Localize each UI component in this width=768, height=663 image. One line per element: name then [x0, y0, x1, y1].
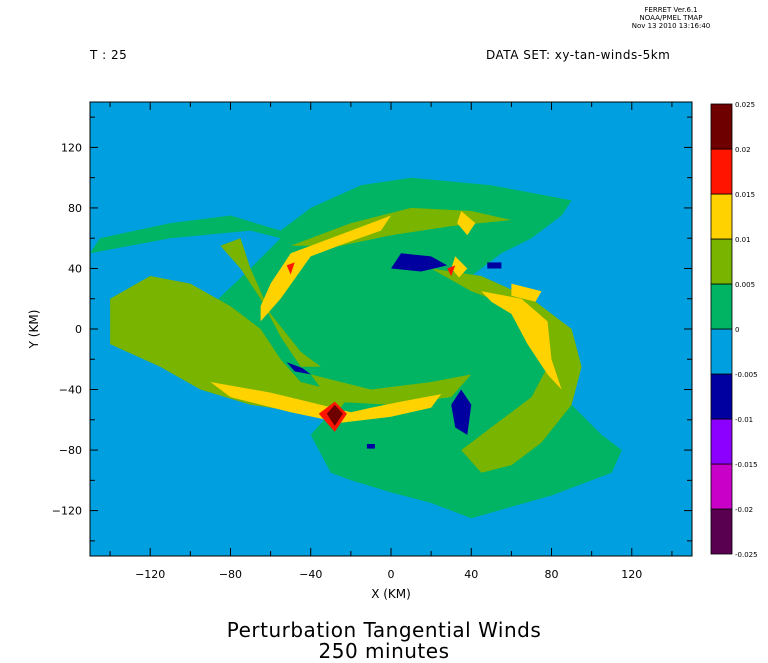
ferret-line-org: NOAA/PMEL TMAP [639, 14, 703, 22]
y-tick-label: 0 [75, 323, 82, 336]
colorbar-label: -0.025 [735, 551, 758, 559]
colorbar-swatch [710, 328, 733, 375]
y-axis-label: Y (KM) [27, 310, 41, 350]
colorbar-label: 0.025 [735, 101, 755, 109]
colorbar-swatch [710, 193, 733, 240]
chart-subtitle: 250 minutes [318, 639, 450, 663]
contour-region-9 [451, 256, 468, 278]
y-tick-label: −40 [59, 384, 82, 397]
contour-region-2 [220, 238, 321, 367]
y-tick-label: 80 [68, 202, 82, 215]
x-tick-label: −120 [135, 568, 165, 581]
contour-region-13 [286, 262, 295, 275]
contour-region-16 [391, 253, 448, 272]
x-tick-label: −40 [299, 568, 322, 581]
contour-region-10 [457, 211, 476, 236]
colorbar-label: -0.02 [735, 506, 753, 514]
x-tick-label: 40 [464, 568, 478, 581]
colorbar-label: 0 [735, 326, 739, 334]
y-tick-label: 40 [68, 262, 82, 275]
axis-labels: −120 −80 −40 0 40 80 120 −120 −80 −40 0 40 80 120 [52, 141, 643, 581]
ferret-line-version: FERRET Ver.6.1 [644, 6, 698, 14]
colorbar-label: 0.015 [735, 191, 755, 199]
contour-region-17 [451, 389, 472, 435]
ferret-stamp: FERRET Ver.6.1 NOAA/PMEL TMAP Nov 13 201… [606, 6, 736, 30]
colorbar-label: 0.01 [735, 236, 751, 244]
colorbar-label: -0.005 [735, 371, 758, 379]
x-tick-label: −80 [219, 568, 242, 581]
contour-region-14 [447, 265, 456, 276]
colorbar-label: 0.02 [735, 146, 751, 154]
time-label: T : 25 [90, 48, 128, 62]
contour-region-19 [487, 262, 502, 269]
colorbar-swatch [710, 103, 733, 150]
colorbar-swatch [710, 238, 733, 285]
x-tick-label: 120 [621, 568, 642, 581]
contour-region-8 [210, 382, 442, 423]
colorbar-label: -0.015 [735, 461, 758, 469]
ferret-line-date: Nov 13 2010 13:16:40 [631, 22, 711, 30]
contour-region-1 [110, 276, 351, 413]
colorbar-swatch [710, 148, 733, 195]
dataset-label: DATA SET: xy-tan-winds-5km [486, 48, 671, 62]
y-tick-label: −120 [52, 505, 82, 518]
x-axis-label: X (KM) [371, 587, 411, 601]
contour-region-20 [366, 444, 375, 449]
colorbar-swatch [710, 418, 733, 465]
y-tick-label: −80 [59, 444, 82, 457]
contour-region-11 [511, 283, 542, 302]
colorbar-swatch [710, 508, 733, 555]
chart-title: Perturbation Tangential Winds [226, 618, 542, 642]
colorbar-swatch [710, 463, 733, 510]
colorbar-swatch [710, 283, 733, 330]
axis-ticks [90, 102, 692, 556]
x-tick-label: 0 [388, 568, 395, 581]
colorbar-label: -0.01 [735, 416, 753, 424]
colorbar: -0.025 -0.02 -0.015 -0.01 -0.005 0 0.005 0.01 0.… [710, 101, 758, 559]
contour-region-7 [481, 291, 562, 390]
colorbar-label: 0.005 [735, 281, 755, 289]
colorbar-swatch [710, 373, 733, 420]
contour-region-15 [326, 404, 343, 426]
contour-region-18 [286, 362, 311, 375]
contour-fills [90, 102, 692, 556]
x-tick-label: 80 [545, 568, 559, 581]
y-tick-label: 120 [61, 141, 82, 154]
contour-region-6 [260, 215, 391, 322]
